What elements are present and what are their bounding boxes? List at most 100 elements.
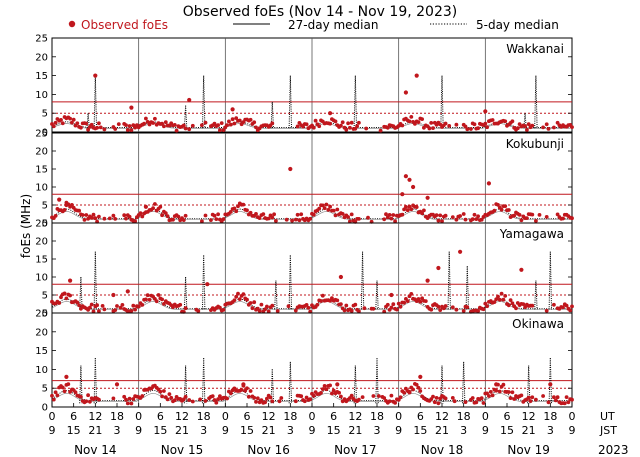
ut-tick-label: 0	[222, 410, 229, 423]
observed-point	[328, 204, 332, 209]
observed-point	[530, 303, 535, 308]
observed-point	[62, 389, 67, 394]
observed-point	[154, 299, 159, 304]
observed-point	[84, 121, 89, 126]
y-tick-label: 20	[35, 327, 48, 338]
observed-point	[71, 117, 76, 122]
observed-point	[319, 391, 323, 395]
observed-point	[407, 389, 412, 395]
observed-point	[422, 208, 426, 213]
observed-point	[418, 389, 423, 393]
observed-point	[420, 211, 424, 216]
y-tick-label: 15	[35, 346, 48, 357]
observed-point	[328, 298, 332, 303]
median5-spike	[353, 365, 356, 404]
observed-point	[82, 218, 87, 222]
jst-tick-label: 9	[49, 424, 56, 437]
observed-point	[335, 298, 340, 303]
observed-point	[510, 119, 515, 124]
observed-point	[241, 202, 246, 207]
observed-point	[75, 121, 80, 126]
observed-point	[395, 307, 399, 312]
observed-point	[411, 387, 415, 392]
observed-point	[490, 393, 495, 398]
observed-point	[494, 382, 499, 387]
observed-point	[322, 206, 327, 211]
legend-observed-marker	[68, 20, 76, 28]
observed-point	[163, 120, 168, 125]
observed-point	[265, 396, 269, 401]
observed-point	[214, 400, 219, 405]
observed-point	[546, 400, 551, 405]
y-tick-label: 10	[35, 183, 48, 194]
observed-point	[232, 206, 237, 211]
observed-point	[389, 393, 394, 398]
observed-point	[140, 214, 145, 219]
observed-point	[476, 126, 480, 131]
observed-point	[266, 216, 271, 221]
legend-median27-label: 27-day median	[288, 18, 378, 32]
observed-point	[203, 120, 208, 125]
observed-point	[481, 307, 486, 312]
observed-point	[151, 206, 156, 211]
observed-point	[519, 267, 524, 272]
observed-point	[396, 301, 401, 306]
observed-point	[328, 121, 332, 126]
observed-point	[438, 213, 443, 218]
observed-point	[450, 305, 455, 310]
ut-tick-label: 18	[283, 410, 297, 423]
observed-point	[116, 122, 121, 126]
median5-spike	[548, 251, 551, 310]
observed-point	[320, 293, 325, 298]
observed-point	[434, 213, 439, 218]
observed-point	[306, 305, 311, 310]
observed-point	[196, 309, 201, 313]
observed-point	[60, 385, 65, 390]
observed-point	[171, 217, 175, 222]
observed-point	[331, 208, 336, 213]
day-label: Nov 18	[421, 443, 464, 457]
observed-point	[483, 121, 488, 126]
observed-point	[463, 217, 468, 222]
observed-point	[414, 205, 419, 210]
observed-point	[88, 305, 92, 310]
station-label: Wakkanai	[506, 42, 564, 56]
observed-point	[521, 302, 526, 306]
observed-point	[254, 212, 258, 216]
observed-point	[436, 218, 441, 223]
observed-point	[423, 299, 428, 303]
observed-point	[127, 124, 132, 128]
observed-point	[178, 302, 183, 307]
observed-point	[409, 207, 414, 212]
observed-point	[339, 123, 343, 128]
observed-point	[183, 394, 188, 399]
observed-point	[342, 308, 347, 313]
observed-point	[57, 197, 62, 202]
observed-point	[236, 291, 240, 296]
day-label: Nov 17	[334, 443, 377, 457]
observed-point	[570, 216, 574, 221]
median5-spike	[183, 105, 187, 129]
observed-point	[454, 122, 459, 127]
observed-point	[526, 395, 531, 400]
observed-point	[241, 382, 246, 387]
ut-tick-label: 6	[504, 410, 511, 423]
observed-point	[486, 181, 491, 186]
ut-tick-label: 18	[543, 410, 557, 423]
observed-point	[409, 292, 414, 296]
observed-point	[190, 399, 195, 404]
x-axis: 0961512211830961512211830961512211830961…	[49, 403, 629, 457]
observed-point	[172, 123, 177, 127]
observed-point	[391, 302, 396, 307]
observed-point	[62, 291, 67, 296]
observed-point	[389, 292, 394, 298]
observed-point	[320, 203, 325, 208]
observed-point	[60, 121, 65, 126]
observed-point	[335, 207, 340, 212]
observed-point	[124, 216, 128, 221]
observed-point	[339, 394, 343, 399]
observed-point	[227, 119, 231, 124]
observed-point	[295, 212, 300, 217]
observed-point	[66, 382, 71, 386]
